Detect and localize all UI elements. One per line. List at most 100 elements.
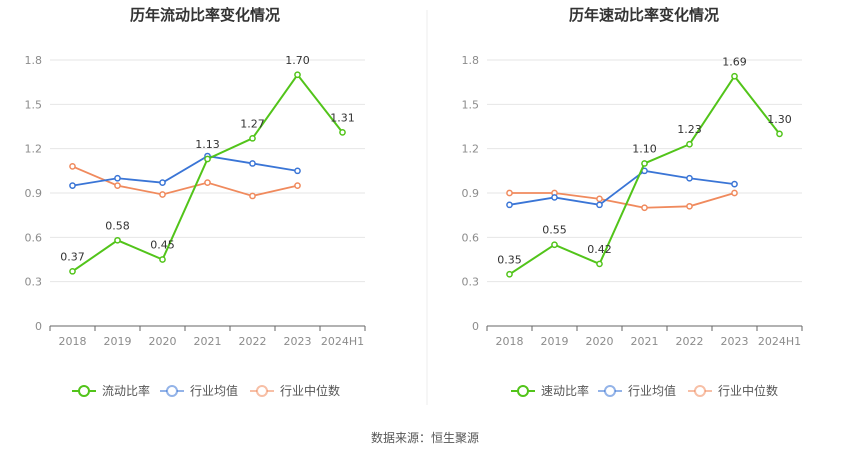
legend-marker — [694, 385, 706, 397]
series-line — [508, 74, 781, 276]
data-point[interactable] — [294, 71, 301, 79]
legend-label: 行业均值 — [628, 383, 676, 398]
data-point[interactable] — [776, 130, 783, 138]
legend-marker — [78, 385, 90, 397]
data-point[interactable] — [69, 182, 76, 189]
legend-marker — [256, 385, 268, 397]
data-point[interactable] — [249, 160, 256, 167]
chart-title: 历年速动比率变化情况 — [569, 6, 719, 24]
current-ratio-chart: 历年流动比率变化情况 0 0.3 0.6 0.9 1.2 1.5 1.8 2018 2019 202… — [25, 6, 366, 398]
legend-label: 行业中位数 — [280, 383, 340, 398]
legend-item[interactable]: 流动比率 — [72, 383, 150, 398]
data-point[interactable] — [686, 140, 693, 148]
data-point[interactable] — [339, 129, 346, 136]
data-point[interactable] — [69, 267, 76, 275]
data-point[interactable] — [596, 195, 603, 203]
y-tick-label: 0 — [472, 320, 479, 333]
chart-title: 历年流动比率变化情况 — [130, 6, 280, 24]
data-label: 1.23 — [677, 123, 702, 136]
legend-item[interactable]: 行业均值 — [598, 383, 676, 398]
data-point[interactable] — [294, 167, 301, 175]
y-tick-label: 0.9 — [25, 187, 43, 200]
x-tick-label: 2020 — [586, 335, 614, 348]
x-tick-label: 2022 — [239, 335, 267, 348]
data-point[interactable] — [159, 179, 166, 187]
x-tick-label: 2023 — [284, 335, 312, 348]
data-point[interactable] — [731, 189, 738, 197]
data-point[interactable] — [204, 155, 211, 163]
x-tick-label: 2024H1 — [758, 335, 801, 348]
y-tick-label: 0 — [35, 320, 42, 333]
data-point[interactable] — [551, 241, 558, 249]
y-tick-label: 1.8 — [462, 54, 480, 67]
legend-marker — [604, 385, 616, 397]
data-point[interactable] — [114, 182, 121, 189]
x-tick-label: 2019 — [541, 335, 569, 348]
data-point[interactable] — [204, 179, 211, 187]
quick-ratio-chart: 历年速动比率变化情况 0 0.3 0.6 0.9 1.2 1.5 1.8 2018 2019 202… — [462, 6, 803, 398]
source-label: 数据来源：恒生聚源 — [371, 430, 479, 445]
data-label: 0.37 — [60, 250, 85, 263]
series-line — [72, 165, 298, 197]
data-point[interactable] — [159, 191, 166, 198]
data-point[interactable] — [506, 270, 513, 278]
data-point[interactable] — [69, 163, 76, 170]
legend-item[interactable]: 行业中位数 — [688, 383, 778, 398]
data-point[interactable] — [294, 182, 301, 189]
x-tick-label: 2021 — [194, 335, 222, 348]
series-line — [72, 155, 298, 187]
data-label: 1.13 — [195, 138, 220, 151]
x-tick-label: 2021 — [631, 335, 659, 348]
y-tick-label: 0.3 — [462, 276, 480, 289]
legend-marker — [166, 385, 178, 397]
data-label: 1.69 — [722, 55, 747, 68]
data-point[interactable] — [114, 174, 121, 182]
data-point[interactable] — [551, 194, 558, 201]
data-label: 1.30 — [767, 113, 792, 126]
data-point[interactable] — [686, 202, 693, 210]
data-label: 1.27 — [240, 117, 265, 130]
data-point[interactable] — [641, 204, 648, 212]
y-tick-label: 0.9 — [462, 187, 480, 200]
legend-label: 流动比率 — [102, 383, 150, 398]
series-line — [509, 192, 735, 209]
data-label: 1.31 — [330, 111, 355, 124]
data-point[interactable] — [731, 180, 738, 188]
x-tick-label: 2018 — [496, 335, 524, 348]
data-point[interactable] — [686, 174, 693, 182]
data-point[interactable] — [506, 201, 513, 209]
y-tick-label: 1.8 — [25, 54, 43, 67]
y-tick-label: 0.6 — [25, 231, 43, 244]
data-label: 1.10 — [632, 142, 657, 155]
legend-item[interactable]: 速动比率 — [511, 383, 589, 398]
x-tick-label: 2020 — [149, 335, 177, 348]
y-tick-label: 1.2 — [462, 143, 480, 156]
legend-label: 行业中位数 — [718, 383, 778, 398]
x-tick-label: 2018 — [59, 335, 87, 348]
data-point[interactable] — [596, 260, 603, 268]
data-point[interactable] — [641, 160, 648, 167]
x-tick-label: 2022 — [676, 335, 704, 348]
data-point[interactable] — [596, 201, 603, 209]
y-tick-label: 0.3 — [25, 276, 43, 289]
data-point[interactable] — [249, 134, 256, 142]
data-label: 0.58 — [105, 219, 130, 232]
series-line — [509, 169, 735, 206]
x-tick-label: 2019 — [104, 335, 132, 348]
data-point[interactable] — [159, 256, 166, 263]
data-point[interactable] — [249, 192, 256, 200]
x-tick-label: 2023 — [721, 335, 749, 348]
data-point[interactable] — [731, 72, 738, 80]
y-tick-label: 1.5 — [462, 98, 480, 111]
legend-item[interactable]: 行业均值 — [160, 383, 238, 398]
legend-marker — [517, 385, 529, 397]
data-point[interactable] — [114, 236, 121, 244]
legend-label: 速动比率 — [541, 383, 589, 398]
legend-item[interactable]: 行业中位数 — [250, 383, 340, 398]
y-tick-label: 0.6 — [462, 231, 480, 244]
data-point[interactable] — [506, 189, 513, 197]
y-tick-label: 1.2 — [25, 143, 43, 156]
y-tick-label: 1.5 — [25, 98, 43, 111]
data-label: 0.55 — [542, 224, 567, 237]
